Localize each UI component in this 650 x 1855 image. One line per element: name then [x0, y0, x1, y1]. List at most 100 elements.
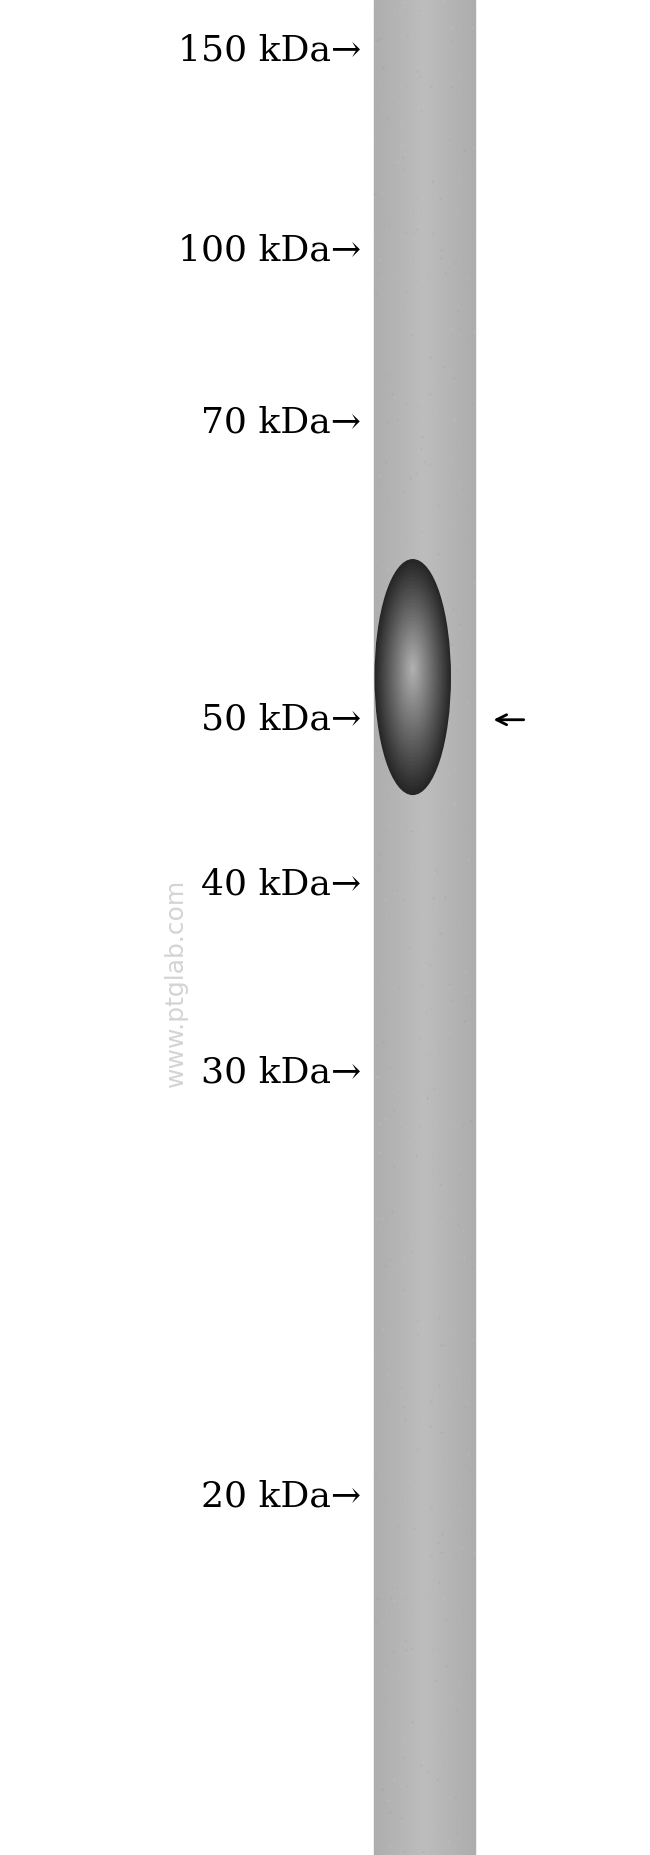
Bar — [437, 0, 439, 1855]
Bar — [441, 0, 443, 1855]
Bar — [456, 0, 458, 1855]
Ellipse shape — [404, 644, 421, 697]
Bar — [473, 0, 475, 1855]
Ellipse shape — [406, 651, 419, 690]
Bar — [389, 0, 391, 1855]
Ellipse shape — [405, 647, 421, 694]
Bar — [443, 0, 445, 1855]
Bar — [411, 0, 413, 1855]
Text: 70 kDa→: 70 kDa→ — [201, 406, 361, 440]
Bar — [387, 0, 389, 1855]
Bar — [422, 0, 424, 1855]
Ellipse shape — [400, 633, 425, 710]
Bar — [391, 0, 393, 1855]
Bar — [375, 0, 377, 1855]
Bar — [426, 0, 428, 1855]
Bar — [421, 0, 422, 1855]
Bar — [408, 0, 410, 1855]
Ellipse shape — [391, 607, 434, 740]
Ellipse shape — [385, 588, 440, 761]
Bar — [379, 0, 381, 1855]
Bar — [467, 0, 469, 1855]
Ellipse shape — [383, 581, 443, 770]
Bar — [448, 0, 450, 1855]
Ellipse shape — [389, 599, 437, 748]
Ellipse shape — [410, 660, 415, 677]
Bar — [454, 0, 456, 1855]
Ellipse shape — [399, 629, 426, 714]
Bar — [395, 0, 397, 1855]
Bar — [385, 0, 387, 1855]
Ellipse shape — [387, 595, 438, 753]
Bar — [380, 0, 382, 1855]
Bar — [424, 0, 426, 1855]
Bar — [445, 0, 447, 1855]
Bar — [394, 0, 396, 1855]
Bar — [409, 0, 411, 1855]
Bar — [398, 0, 400, 1855]
Bar — [393, 0, 395, 1855]
Bar — [460, 0, 461, 1855]
Bar — [410, 0, 412, 1855]
Ellipse shape — [402, 636, 424, 707]
Bar — [457, 0, 459, 1855]
Bar — [439, 0, 441, 1855]
Bar — [403, 0, 404, 1855]
Bar — [425, 0, 427, 1855]
Bar — [406, 0, 408, 1855]
Ellipse shape — [408, 655, 418, 684]
Text: 30 kDa→: 30 kDa→ — [200, 1055, 361, 1089]
Bar — [419, 0, 421, 1855]
Bar — [469, 0, 471, 1855]
Bar — [461, 0, 463, 1855]
Bar — [432, 0, 434, 1855]
Ellipse shape — [396, 621, 429, 723]
Ellipse shape — [411, 664, 414, 673]
Text: 100 kDa→: 100 kDa→ — [177, 234, 361, 267]
Bar — [400, 0, 402, 1855]
Bar — [382, 0, 383, 1855]
Bar — [429, 0, 431, 1855]
Bar — [452, 0, 454, 1855]
Ellipse shape — [375, 560, 450, 794]
Bar — [445, 0, 446, 1855]
Bar — [414, 0, 416, 1855]
Ellipse shape — [387, 592, 439, 757]
Bar — [374, 0, 376, 1855]
Bar — [458, 0, 460, 1855]
Bar — [465, 0, 467, 1855]
Bar — [450, 0, 452, 1855]
Bar — [415, 0, 417, 1855]
Bar — [376, 0, 378, 1855]
Bar — [433, 0, 435, 1855]
Bar — [464, 0, 466, 1855]
Bar — [402, 0, 404, 1855]
Bar — [430, 0, 432, 1855]
Bar — [417, 0, 419, 1855]
Ellipse shape — [390, 603, 436, 744]
Ellipse shape — [379, 571, 447, 781]
Ellipse shape — [403, 640, 422, 701]
Bar — [462, 0, 464, 1855]
Ellipse shape — [384, 584, 441, 764]
Bar — [405, 0, 407, 1855]
Bar — [449, 0, 451, 1855]
Bar — [442, 0, 444, 1855]
Bar — [471, 0, 473, 1855]
Ellipse shape — [382, 579, 444, 774]
Bar — [390, 0, 392, 1855]
Ellipse shape — [395, 618, 430, 727]
Bar — [386, 0, 388, 1855]
Bar — [447, 0, 448, 1855]
Ellipse shape — [394, 614, 432, 731]
Bar — [423, 0, 425, 1855]
Bar — [453, 0, 455, 1855]
Bar — [413, 0, 415, 1855]
Text: 50 kDa→: 50 kDa→ — [200, 703, 361, 736]
Text: 40 kDa→: 40 kDa→ — [201, 868, 361, 902]
Bar — [399, 0, 401, 1855]
Bar — [468, 0, 470, 1855]
Bar — [418, 0, 420, 1855]
Bar — [404, 0, 406, 1855]
Ellipse shape — [409, 659, 417, 681]
